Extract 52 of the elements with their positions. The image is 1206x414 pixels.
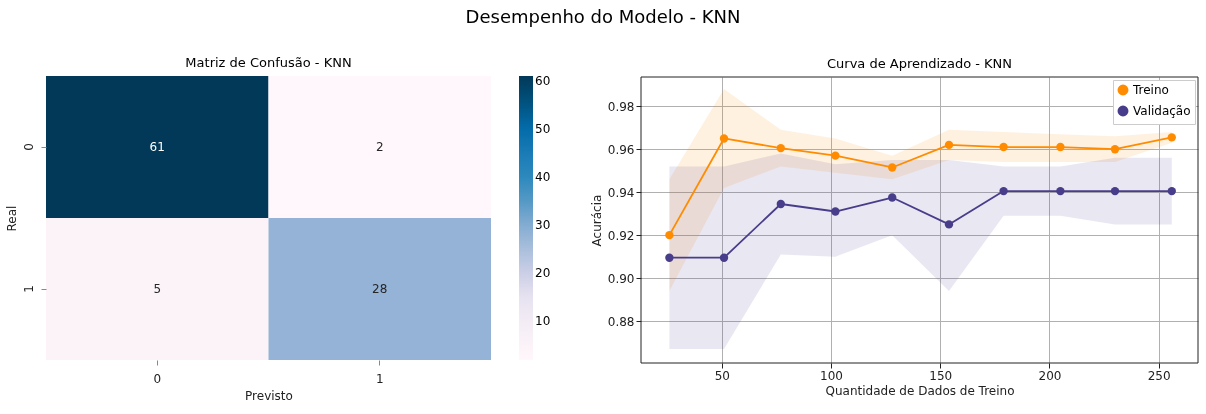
color-bar-label: 30 <box>535 218 551 233</box>
point <box>1110 186 1120 196</box>
point <box>1167 186 1176 196</box>
point <box>888 193 897 202</box>
point <box>1167 133 1176 142</box>
y-tick-label: 0.92 <box>607 228 635 243</box>
x-tick-label: 200 <box>1038 368 1062 383</box>
point <box>999 186 1008 196</box>
point <box>1110 145 1120 154</box>
color-bar-label: 50 <box>535 121 551 136</box>
point <box>776 143 785 153</box>
point <box>719 134 729 143</box>
legend-label: Treino <box>1132 83 1169 97</box>
color-bar-label: 60 <box>535 73 551 88</box>
point <box>665 230 674 240</box>
x-tick-label: 150 <box>929 368 953 383</box>
point <box>944 220 954 229</box>
text: Desempenho do Modelo - KNN <box>464 6 742 27</box>
point <box>1056 142 1065 152</box>
x-tick-label: 1 <box>375 371 384 386</box>
point <box>944 140 954 150</box>
y-axis-title: Acurácia <box>589 194 604 247</box>
y-tick-label: 0.96 <box>607 142 635 157</box>
point <box>831 207 840 216</box>
y-tick-label: 0.98 <box>607 99 635 114</box>
x-axis-title: Previsto <box>245 388 293 403</box>
color-bar-label: 40 <box>535 170 551 185</box>
chart-title: Curva de Aprendizado - KNN <box>826 55 1013 71</box>
data-label: 2 <box>375 140 384 154</box>
x-tick-label: 250 <box>1147 368 1171 383</box>
data-label: 5 <box>153 282 162 296</box>
y-tick-label: 0.90 <box>607 271 635 286</box>
x-tick-label: 0 <box>153 371 162 386</box>
point <box>999 142 1008 152</box>
point <box>831 151 840 160</box>
y-tick-label: 0.94 <box>607 185 635 200</box>
point <box>1056 186 1065 196</box>
x-axis-title: Quantidade de Dados de Treino <box>825 383 1015 398</box>
point <box>888 163 897 172</box>
y-tick-label: 0.88 <box>607 314 635 329</box>
point <box>776 199 785 209</box>
point <box>719 253 729 262</box>
y-axis-title: Real <box>4 205 19 232</box>
data-label: 28 <box>372 282 388 296</box>
legend-label: Validação <box>1133 104 1191 118</box>
color-bar-label: 10 <box>535 314 551 329</box>
data-label: 61 <box>149 140 165 154</box>
x-tick-label: 50 <box>714 368 730 383</box>
color-bar-label: 20 <box>535 266 551 281</box>
point <box>665 253 674 262</box>
x-tick-label: 100 <box>820 368 843 383</box>
chart-title: Matriz de Confusão - KNN <box>185 55 352 70</box>
